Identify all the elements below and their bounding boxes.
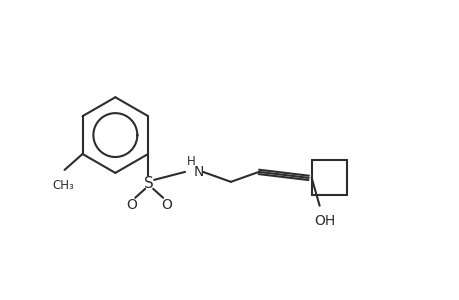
- Text: S: S: [144, 176, 154, 191]
- Text: CH₃: CH₃: [53, 179, 74, 192]
- Text: O: O: [125, 198, 136, 212]
- Text: OH: OH: [313, 214, 335, 228]
- Text: O: O: [161, 198, 172, 212]
- Text: H: H: [186, 155, 195, 168]
- Text: N: N: [194, 165, 204, 179]
